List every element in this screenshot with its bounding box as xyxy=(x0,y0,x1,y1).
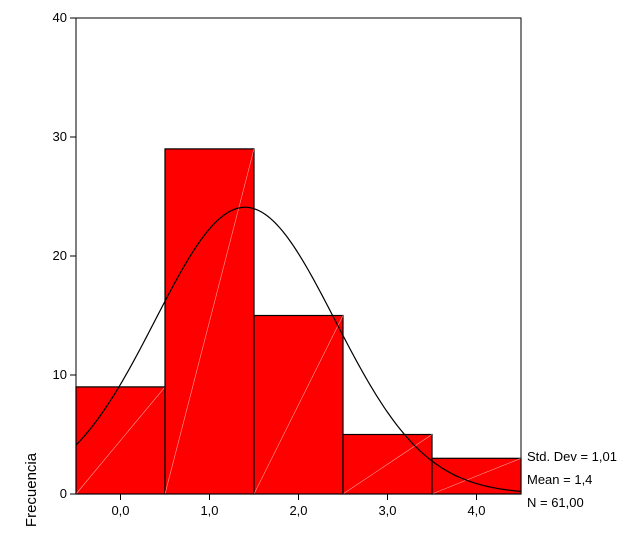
bar-fill-highlight xyxy=(342,434,433,495)
stats-box: Std. Dev = 1,01 Mean = 1,4 N = 61,00 xyxy=(527,449,617,510)
y-tick-label: 40 xyxy=(53,10,67,25)
x-tick-label: 4,0 xyxy=(467,503,485,518)
stat-line: Std. Dev = 1,01 xyxy=(527,449,617,464)
y-axis-title: Frecuencia xyxy=(23,452,40,527)
y-tick-label: 0 xyxy=(60,486,67,501)
bar-fill-highlight xyxy=(431,458,522,495)
bar-fill-highlight xyxy=(164,148,255,495)
y-tick-label: 10 xyxy=(53,367,67,382)
x-tick-label: 2,0 xyxy=(289,503,307,518)
stat-line: Mean = 1,4 xyxy=(527,472,592,487)
stat-line: N = 61,00 xyxy=(527,495,584,510)
x-axis: 0,0 1,0 2,0 3,0 4,0 xyxy=(111,494,486,518)
bars-layer xyxy=(75,148,522,495)
x-tick-label: 1,0 xyxy=(200,503,218,518)
x-tick-label: 3,0 xyxy=(378,503,396,518)
y-tick-label: 30 xyxy=(53,129,67,144)
x-tick-label: 0,0 xyxy=(111,503,129,518)
y-axis: 0 10 20 30 40 xyxy=(53,10,76,501)
bar-fill-highlight xyxy=(253,315,344,495)
bar-fill-highlight xyxy=(75,386,166,495)
y-tick-label: 20 xyxy=(53,248,67,263)
normal-curve xyxy=(75,206,522,493)
